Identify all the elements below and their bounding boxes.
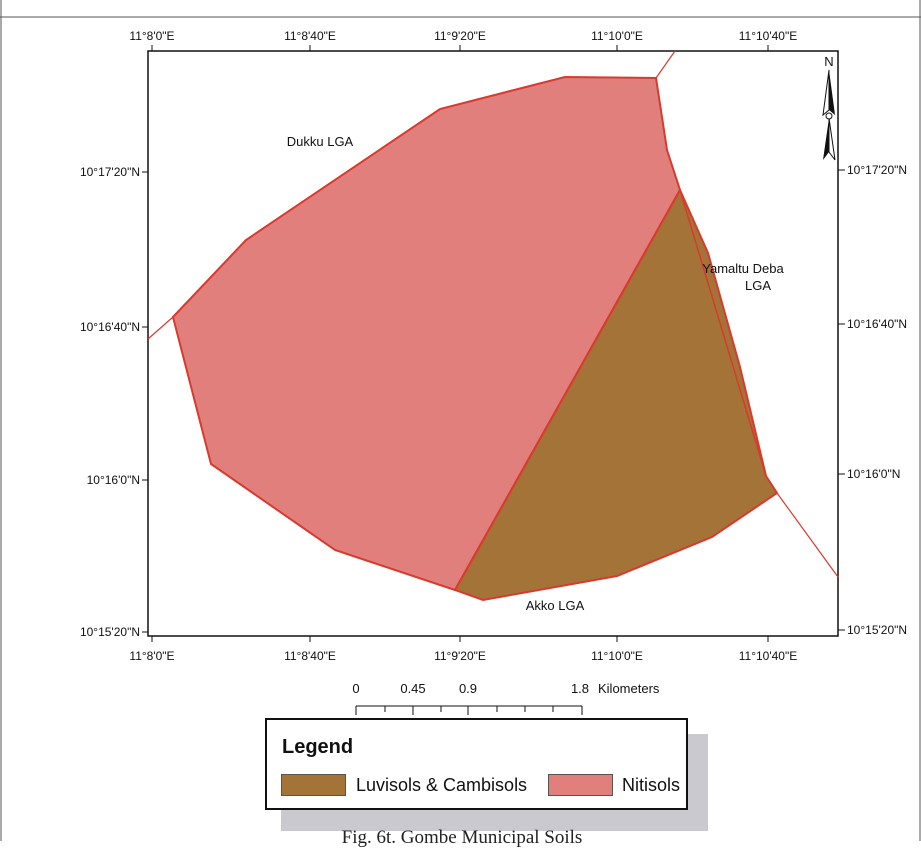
top-tick-label: 11°9'20"E: [434, 29, 486, 43]
bottom-tick-label: 11°8'40"E: [284, 649, 336, 663]
bottom-tick-label: 11°8'0"E: [129, 649, 174, 663]
bottom-tick-label: 11°10'40"E: [739, 649, 798, 663]
boundary-line-west: [147, 316, 174, 340]
map-body: [147, 50, 839, 602]
left-tick-label: 10°17'20"N: [80, 165, 140, 179]
scale-label-0-9: 0.9: [459, 681, 477, 696]
boundary-line-east: [679, 189, 767, 477]
top-tick-label: 11°10'40"E: [739, 29, 798, 43]
right-tick-label: 10°15'20"N: [847, 623, 907, 637]
right-latitude-ticks: 10°17'20"N 10°16'40"N 10°16'0"N 10°15'20"N: [838, 163, 907, 637]
right-tick-label: 10°17'20"N: [847, 163, 907, 177]
legend-box: Legend Luvisols & Cambisols Nitisols: [265, 718, 688, 810]
dukku-lga-label: Dukku LGA: [287, 134, 354, 149]
luvisols-cambisols-area: [453, 187, 779, 602]
north-arrow-icon: N: [822, 54, 836, 161]
left-tick-label: 10°16'40"N: [80, 320, 140, 334]
luvisols-cambisols-swatch: [281, 774, 346, 796]
scale-bar: 0 0.45 0.9 1.8 Kilometers: [352, 681, 660, 715]
yamaltu-deba-label-line2: LGA: [745, 278, 771, 293]
top-longitude-ticks: 11°8'0"E 11°8'40"E 11°9'20"E 11°10'0"E 11°10…: [129, 29, 797, 51]
top-tick-label: 11°8'40"E: [284, 29, 336, 43]
figure-caption: Fig. 6t. Gombe Municipal Soils: [341, 827, 583, 848]
top-tick-label: 11°10'0"E: [591, 29, 643, 43]
left-tick-label: 10°15'20"N: [80, 625, 140, 639]
luvisols-cambisols-legend-label: Luvisols & Cambisols: [356, 775, 528, 795]
bottom-tick-label: 11°9'20"E: [434, 649, 486, 663]
right-tick-label: 10°16'40"N: [847, 317, 907, 331]
right-tick-label: 10°16'0"N: [847, 467, 900, 481]
boundary-line-north: [655, 50, 676, 79]
left-latitude-ticks: 10°17'20"N 10°16'40"N 10°16'0"N 10°15'20"N: [80, 165, 148, 639]
boundary-line-southeast: [776, 492, 839, 578]
scale-unit-label: Kilometers: [598, 681, 660, 696]
scale-label-1-8: 1.8: [571, 681, 589, 696]
nitisols-legend-label: Nitisols: [622, 775, 681, 795]
bottom-tick-label: 11°10'0"E: [591, 649, 643, 663]
bottom-longitude-ticks: 11°8'0"E 11°8'40"E 11°9'20"E 11°10'0"E 11°10…: [129, 636, 797, 663]
scale-bar-minor-ticks: [355, 706, 583, 715]
scale-label-0: 0: [352, 681, 359, 696]
akko-lga-label: Akko LGA: [526, 598, 585, 613]
top-tick-label: 11°8'0"E: [129, 29, 174, 43]
left-tick-label: 10°16'0"N: [87, 473, 140, 487]
nitisols-area: [171, 75, 682, 592]
legend-title: Legend: [282, 736, 354, 758]
scale-label-0-45: 0.45: [400, 681, 425, 696]
north-arrow-label: N: [824, 54, 833, 69]
yamaltu-deba-label-line1: Yamaltu Deba: [702, 261, 784, 276]
nitisols-swatch: [548, 774, 613, 796]
